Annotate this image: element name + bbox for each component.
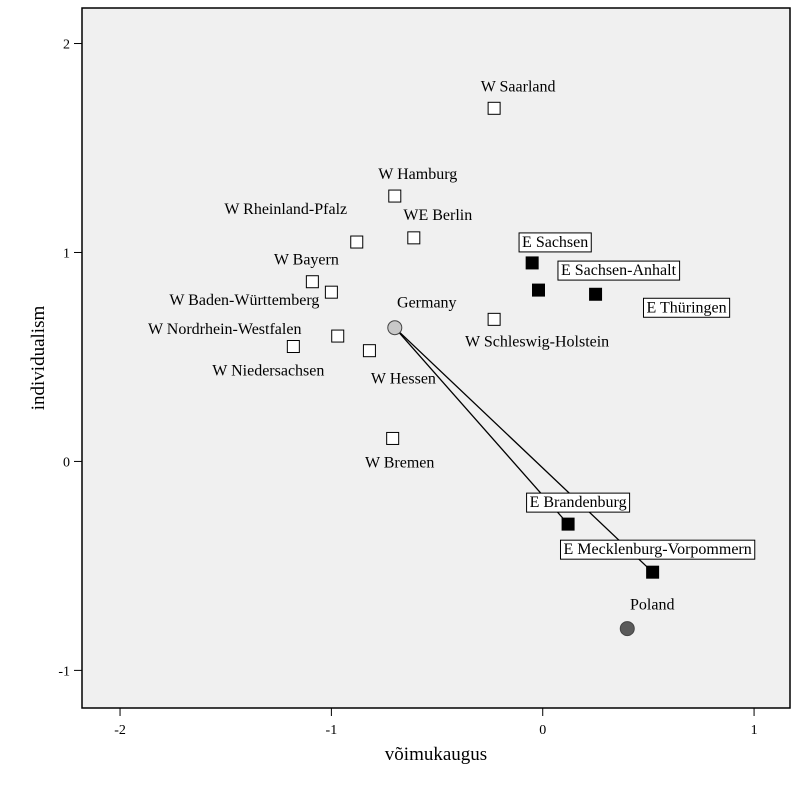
point-label: WE Berlin: [403, 207, 472, 224]
point-label: E Brandenburg: [530, 494, 627, 511]
y-tick-label: -1: [58, 664, 70, 679]
point-square: [561, 517, 575, 531]
x-tick-label: -1: [326, 723, 338, 738]
y-tick-label: 1: [63, 246, 70, 261]
point-label: E Sachsen: [522, 234, 588, 251]
point-label: W Hessen: [371, 371, 436, 388]
x-axis-label: võimukaugus: [385, 744, 487, 765]
point-label: Germany: [397, 295, 457, 312]
point-square: [388, 189, 402, 203]
point-label: Poland: [630, 597, 674, 614]
point-label: E Mecklenburg-Vorpommern: [563, 541, 751, 558]
point-label: W Niedersachsen: [212, 363, 324, 380]
y-tick-label: 0: [63, 455, 70, 470]
point-square: [305, 275, 319, 289]
connector-line: [394, 327, 654, 573]
point-label: W Saarland: [481, 78, 556, 95]
point-label-box: [559, 539, 756, 560]
connector-line: [394, 327, 569, 525]
point-label: W Schleswig-Holstein: [465, 333, 609, 350]
point-square: [362, 344, 376, 358]
x-tick-label: 1: [751, 723, 758, 738]
point-label: E Thüringen: [646, 299, 726, 316]
point-label-box: [526, 492, 631, 513]
point-square: [525, 256, 539, 270]
point-label: W Nordrhein-Westfalen: [148, 321, 301, 338]
point-square: [589, 287, 603, 301]
point-circle: [387, 320, 403, 336]
point-label: W Bayern: [274, 252, 339, 269]
point-square: [324, 285, 338, 299]
point-label: W Hamburg: [378, 166, 457, 183]
point-square: [487, 101, 501, 115]
x-tick-label: -2: [114, 723, 126, 738]
point-square: [646, 565, 660, 579]
x-tick-label: 0: [539, 723, 546, 738]
point-label: W Baden-Württemberg: [169, 292, 319, 309]
point-square: [350, 235, 364, 249]
point-circle: [619, 621, 635, 637]
point-label: W Bremen: [365, 454, 434, 471]
point-label-box: [557, 260, 681, 281]
point-square: [487, 312, 501, 326]
point-label: W Rheinland-Pfalz: [224, 201, 347, 218]
point-label-box: [642, 297, 731, 318]
point-square: [386, 431, 400, 445]
plot-area: [81, 7, 791, 709]
point-square: [532, 283, 546, 297]
y-tick-label: 2: [63, 38, 70, 53]
point-label: E Sachsen-Anhalt: [561, 262, 677, 279]
point-square: [407, 231, 421, 245]
point-label-box: [518, 232, 592, 253]
point-square: [331, 329, 345, 343]
point-square: [286, 340, 300, 354]
y-axis-label: individualism: [28, 306, 49, 411]
